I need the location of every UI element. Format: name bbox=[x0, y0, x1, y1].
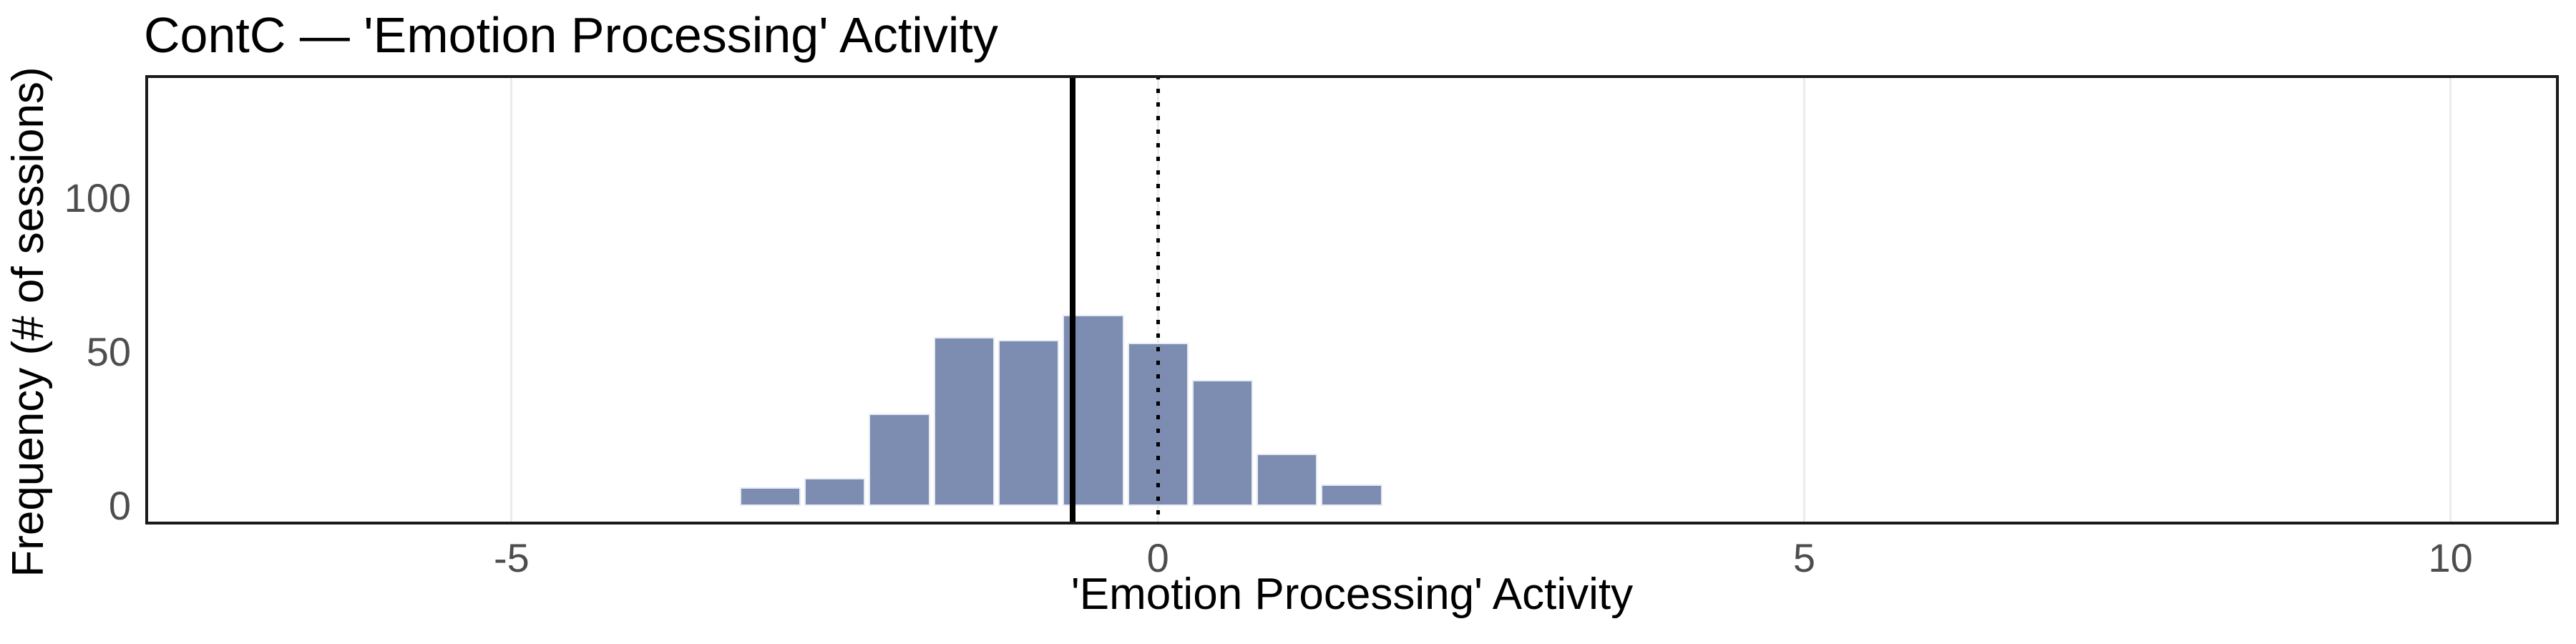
x-tick-label-5: 5 bbox=[1792, 535, 1815, 580]
y-tick-label-100: 100 bbox=[64, 175, 131, 221]
x-tick-label--5: -5 bbox=[494, 535, 530, 580]
y-tick-label-0: 0 bbox=[108, 482, 131, 528]
histogram-bar bbox=[869, 414, 930, 506]
histogram-bar bbox=[933, 336, 995, 506]
histogram-bar bbox=[1257, 453, 1318, 506]
x-tick-label-0: 0 bbox=[1146, 535, 1169, 580]
x-gridline--5 bbox=[510, 75, 513, 525]
histogram-bar bbox=[739, 487, 801, 506]
plot-title: ContC — 'Emotion Processing' Activity bbox=[144, 7, 998, 63]
histogram-bar bbox=[1191, 379, 1254, 506]
histogram-bar bbox=[1321, 484, 1382, 506]
x-axis-title: 'Emotion Processing' Activity bbox=[1070, 570, 1634, 619]
dotted-reference-line bbox=[1156, 75, 1160, 525]
solid-reference-line bbox=[1069, 75, 1075, 525]
x-gridline-10 bbox=[2449, 75, 2452, 525]
histogram-bar bbox=[997, 339, 1060, 506]
plot-panel-border bbox=[145, 75, 2559, 525]
y-tick-label-50: 50 bbox=[86, 329, 131, 375]
histogram-bar bbox=[804, 478, 866, 506]
x-gridline-5 bbox=[1802, 75, 1805, 525]
x-tick-label-10: 10 bbox=[2428, 535, 2473, 580]
